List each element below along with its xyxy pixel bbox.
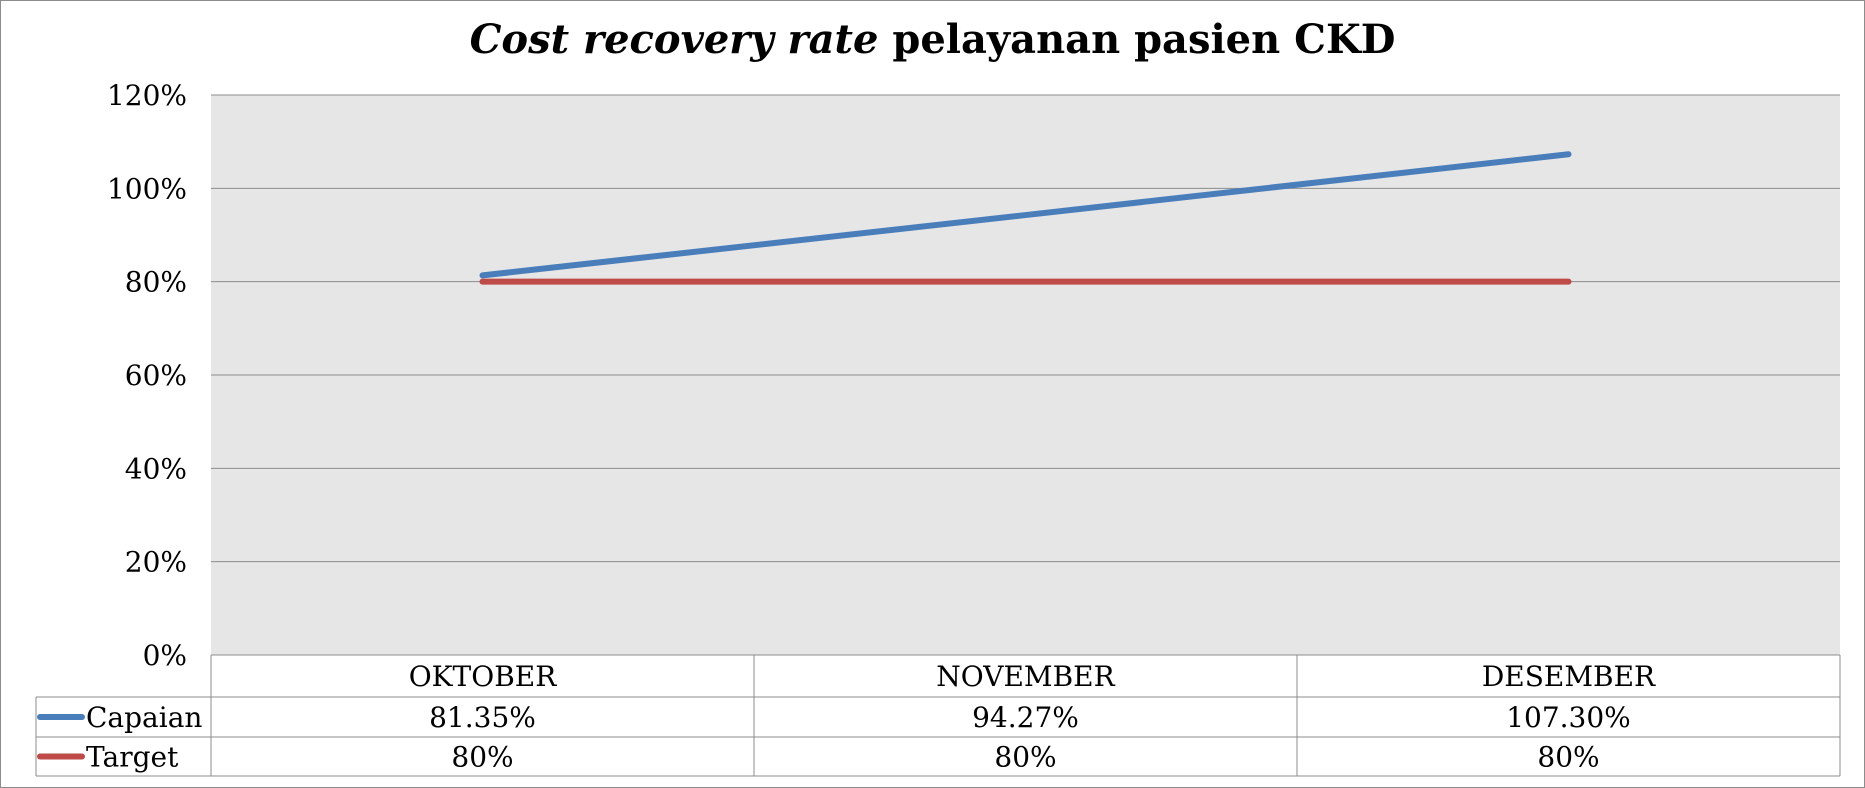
category-label: NOVEMBER — [936, 660, 1115, 693]
data-label: 81.35% — [429, 701, 536, 734]
chart-title: Cost recovery rate pelayanan pasien CKD — [0, 16, 1865, 63]
y-tick-label: 0% — [143, 639, 187, 672]
data-label: 94.27% — [972, 701, 1079, 734]
y-tick-label: 40% — [125, 452, 187, 485]
category-label: OKTOBER — [409, 660, 558, 693]
data-label: 80% — [451, 741, 513, 774]
y-tick-label: 100% — [107, 172, 187, 205]
y-axis-tick-labels: 0% 20% 40% 60% 80% 100% 120% — [107, 79, 187, 672]
data-label: 80% — [994, 741, 1056, 774]
y-tick-label: 80% — [125, 266, 187, 299]
series-lines — [479, 151, 1572, 285]
y-tick-label: 60% — [125, 359, 187, 392]
y-tick-label: 20% — [125, 546, 187, 579]
series-name-capaian: Capaian — [86, 701, 202, 734]
data-table: OKTOBER NOVEMBER DESEMBER Capaian 81.35% 94.2… — [35, 654, 1841, 777]
data-label: 107.30% — [1506, 701, 1631, 734]
category-label: DESEMBER — [1482, 660, 1656, 693]
data-label: 80% — [1537, 741, 1599, 774]
series-name-target: Target — [86, 741, 179, 774]
chart-title-italic: Cost recovery rate — [469, 16, 879, 63]
chart-title-normal: pelayanan pasien CKD — [892, 16, 1396, 63]
y-tick-label: 120% — [107, 79, 187, 112]
